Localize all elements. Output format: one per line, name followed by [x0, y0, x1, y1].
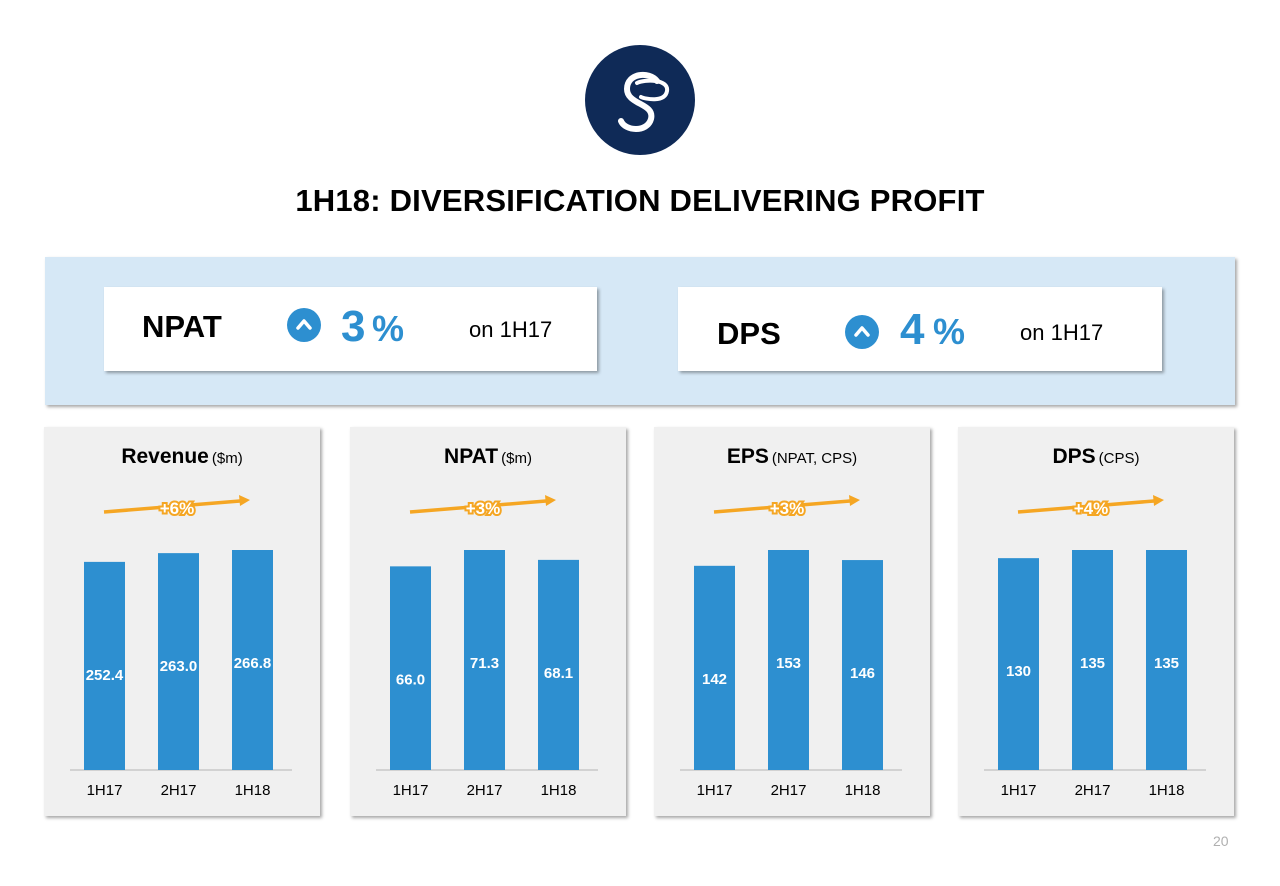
bar [998, 558, 1039, 770]
bar [232, 550, 273, 770]
trend-label: +3% [466, 499, 501, 518]
bar [84, 561, 125, 770]
kpi-label: DPS [717, 316, 781, 351]
chart-title-unit: (NPAT, CPS) [771, 450, 858, 467]
bar [464, 550, 505, 770]
bar [842, 560, 883, 770]
bar [390, 566, 431, 770]
trend-arrow-line [103, 499, 241, 514]
trend-label: +4% [1074, 499, 1109, 518]
kpi-value: 3 [341, 302, 366, 351]
chart-title-unit: (CPS) [1098, 450, 1140, 467]
bar-value-label: 68.1 [544, 665, 573, 682]
trend-arrow-line [713, 499, 851, 514]
bar-value-label: 142 [702, 671, 727, 688]
chevron-up-icon [845, 315, 879, 349]
trend-label: +3% [770, 499, 805, 518]
dps-chart: DPS (CPS) +4% 130 1H17 135 2H17 135 1H18 [958, 427, 1234, 816]
script-s-logo-icon [618, 71, 669, 132]
npat-chart: NPAT ($m) +3% 66.0 1H17 71.3 2H17 68.1 1H18 [350, 427, 626, 816]
chart-title-unit: ($m) [211, 450, 243, 467]
kpi-label: NPAT [142, 309, 222, 344]
x-tick-label: 1H18 [845, 782, 881, 799]
bar [158, 553, 199, 770]
chart-title-main: NPAT [444, 445, 499, 468]
bar-value-label: 71.3 [470, 655, 499, 672]
x-tick-label: 2H17 [1075, 782, 1111, 799]
bar [538, 559, 579, 770]
trend-label: +6% [160, 499, 195, 518]
kpi-comparison: on 1H17 [1020, 320, 1104, 345]
bar-value-label: 66.0 [396, 671, 425, 688]
chart-title-main: Revenue [121, 445, 209, 468]
x-tick-label: 2H17 [771, 782, 807, 799]
page-number: 20 [1213, 833, 1229, 849]
bar-value-label: 146 [850, 665, 875, 682]
trend-arrow-head [849, 495, 860, 506]
dps-highlight-card: DPS 4 % on 1H17 [678, 287, 1162, 371]
bar-value-label: 266.8 [234, 655, 272, 672]
trend-arrow-head [545, 495, 556, 506]
bar-value-label: 252.4 [86, 667, 124, 684]
kpi-unit: % [933, 311, 966, 352]
slide-title: 1H18: DIVERSIFICATION DELIVERING PROFIT [295, 183, 985, 218]
company-logo [585, 45, 695, 155]
trend-arrow-line [409, 499, 547, 514]
kpi-unit: % [372, 308, 405, 349]
x-tick-label: 2H17 [467, 782, 503, 799]
chart-title-main: DPS [1052, 445, 1096, 468]
revenue-chart: Revenue ($m) +6% 252.4 1H17 263.0 2H17 266.8 1H… [44, 427, 320, 816]
bar-value-label: 130 [1006, 663, 1031, 680]
revenue-bar-chart: +6% 252.4 1H17 263.0 2H17 266.8 1H18 [70, 495, 292, 799]
dps-bar-chart: +4% 130 1H17 135 2H17 135 1H18 [984, 495, 1206, 799]
trend-arrow-head [1153, 495, 1164, 506]
npat-highlight-card: NPAT 3 % on 1H17 [104, 287, 597, 371]
x-tick-label: 1H18 [235, 782, 271, 799]
trend-arrow-line [1017, 499, 1155, 514]
bar-value-label: 263.0 [160, 658, 198, 675]
bar-value-label: 153 [776, 655, 801, 672]
chart-title: Revenue ($m) [44, 445, 320, 469]
x-tick-label: 1H18 [541, 782, 577, 799]
x-tick-label: 1H18 [1149, 782, 1185, 799]
bar [768, 550, 809, 770]
bar [694, 565, 735, 770]
eps-bar-chart: +3% 142 1H17 153 2H17 146 1H18 [680, 495, 902, 799]
bar-value-label: 135 [1154, 655, 1179, 672]
chart-title-main: EPS [726, 445, 769, 468]
x-tick-label: 1H17 [393, 782, 429, 799]
kpi-comparison: on 1H17 [469, 317, 553, 342]
x-tick-label: 1H17 [87, 782, 123, 799]
bar [1146, 550, 1187, 770]
npat-bar-chart: +3% 66.0 1H17 71.3 2H17 68.1 1H18 [376, 495, 598, 799]
chart-title: EPS (NPAT, CPS) [654, 445, 930, 469]
kpi-value: 4 [900, 305, 925, 354]
chart-title: DPS (CPS) [958, 445, 1234, 469]
bar [1072, 550, 1113, 770]
chart-title-unit: ($m) [501, 450, 532, 467]
x-tick-label: 1H17 [1001, 782, 1037, 799]
x-tick-label: 1H17 [697, 782, 733, 799]
chevron-up-icon [287, 308, 321, 342]
x-tick-label: 2H17 [161, 782, 197, 799]
trend-arrow-head [239, 495, 250, 506]
chart-title: NPAT ($m) [350, 445, 626, 469]
bar-value-label: 135 [1080, 655, 1105, 672]
eps-chart: EPS (NPAT, CPS) +3% 142 1H17 153 2H17 146 1H18 [654, 427, 930, 816]
